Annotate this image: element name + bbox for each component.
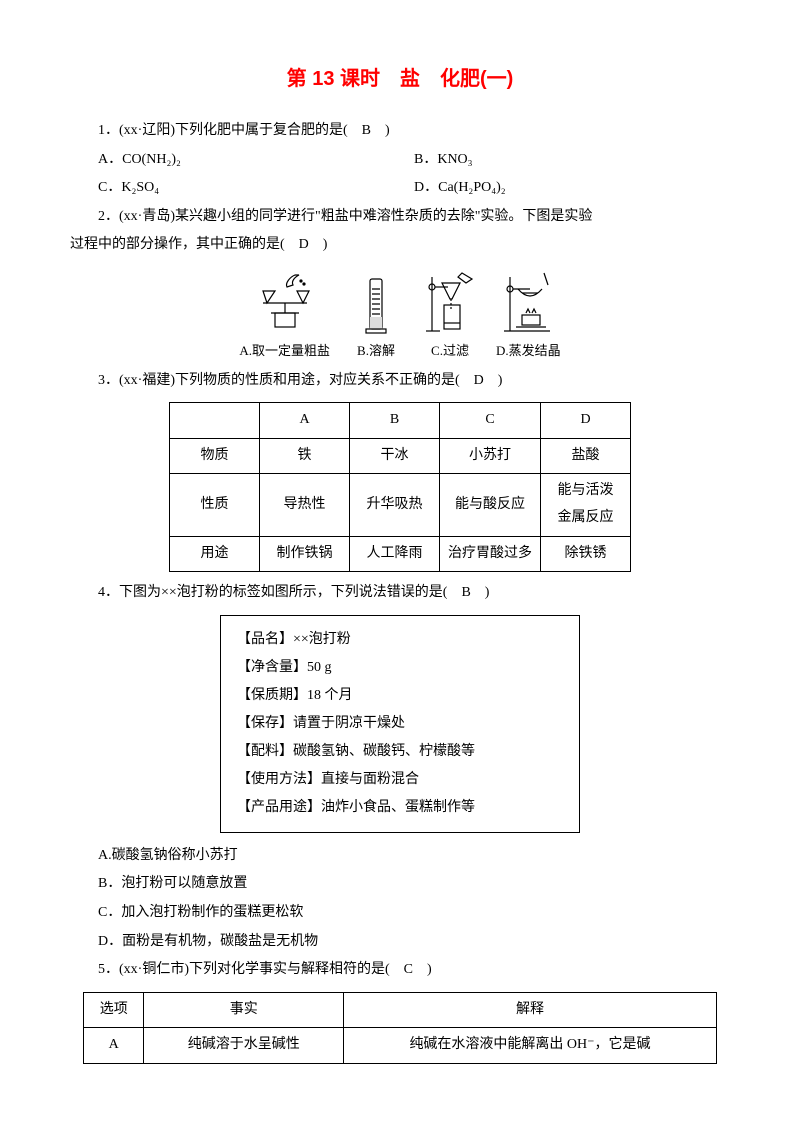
q5-stem: 5．(xx·铜仁市)下列对化学事实与解释相符的是( C ) [70,957,730,984]
q3-cell: 小苏打 [440,438,541,474]
label-line: 【使用方法】直接与面粉混合 [237,766,563,794]
q4-choice-a: A.碳酸氢钠俗称小苏打 [70,843,730,870]
q1-choices-row2: C．K₂SO₄ D．Ca(H₂PO₄)₂ [98,175,730,202]
fig-a-label: A.取一定量粗盐 [239,339,330,364]
q3-cell: 干冰 [350,438,440,474]
q3-cell: 治疗胃酸过多 [440,536,541,572]
weigh-salt-icon [257,269,313,339]
q1-stem: 1．(xx·辽阳)下列化肥中属于复合肥的是( B ) [70,118,730,145]
table-row: 选项 事实 解释 [84,992,717,1028]
q5-header-fact: 事实 [144,992,344,1028]
q2-stem-line1: 2．(xx·青岛)某兴趣小组的同学进行"粗盐中难溶性杂质的去除"实验。下图是实验 [70,204,730,231]
fig-item-c: C.过滤 [422,269,478,364]
q3-cell: 能与活泼 金属反应 [541,474,631,536]
q1-choice-c: C．K₂SO₄ [98,175,414,202]
q3-cell: 导热性 [260,474,350,536]
q3-cell: 能与酸反应 [440,474,541,536]
q5-cell-opt: A [84,1028,144,1064]
label-line: 【品名】××泡打粉 [237,626,563,654]
q3-header-b: B [350,403,440,439]
q3-header-d: D [541,403,631,439]
fig-item-d: D.蒸发结晶 [496,269,561,364]
fig-d-label: D.蒸发结晶 [496,339,561,364]
q2-stem-line2: 过程中的部分操作，其中正确的是( D ) [70,232,730,259]
fig-item-b: B.溶解 [348,269,404,364]
filter-icon [422,269,478,339]
q2-figure: A.取一定量粗盐 B.溶解 [70,269,730,364]
q3-rowlabel-substance: 物质 [170,438,260,474]
q3-cell: 铁 [260,438,350,474]
table-row: 性质 导热性 升华吸热 能与酸反应 能与活泼 金属反应 [170,474,631,536]
q4-choice-d: D．面粉是有机物，碳酸盐是无机物 [70,929,730,956]
q3-header-c: C [440,403,541,439]
table-row: A 纯碱溶于水呈碱性 纯碱在水溶液中能解离出 OH⁻，它是碱 [84,1028,717,1064]
q1-choices-row1: A．CO(NH₂)₂ B．KNO₃ [98,147,730,174]
q3-rowlabel-use: 用途 [170,536,260,572]
label-line: 【保存】请置于阴凉干燥处 [237,710,563,738]
q5-table: 选项 事实 解释 A 纯碱溶于水呈碱性 纯碱在水溶液中能解离出 OH⁻，它是碱 [83,992,717,1064]
q1-choice-b: B．KNO₃ [414,147,730,174]
q3-cell: 制作铁锅 [260,536,350,572]
q3-stem: 3．(xx·福建)下列物质的性质和用途，对应关系不正确的是( D ) [70,368,730,395]
table-row: 物质 铁 干冰 小苏打 盐酸 [170,438,631,474]
q5-header-option: 选项 [84,992,144,1028]
q4-stem: 4．下图为××泡打粉的标签如图所示，下列说法错误的是( B ) [70,580,730,607]
q3-cell: 人工降雨 [350,536,440,572]
q3-cell: 除铁锈 [541,536,631,572]
q4-choice-b: B．泡打粉可以随意放置 [70,871,730,898]
q4-choice-c: C．加入泡打粉制作的蛋糕更松软 [70,900,730,927]
fig-c-label: C.过滤 [431,339,469,364]
q5-header-explanation: 解释 [344,992,717,1028]
q1-choice-a: A．CO(NH₂)₂ [98,147,414,174]
q4-label-box: 【品名】××泡打粉 【净含量】50 g 【保质期】18 个月 【保存】请置于阴凉… [220,615,580,833]
table-row: A B C D [170,403,631,439]
q3-cell: 升华吸热 [350,474,440,536]
q3-table: A B C D 物质 铁 干冰 小苏打 盐酸 性质 导热性 升华吸热 能与酸反应… [169,402,631,572]
label-line: 【产品用途】油炸小食品、蛋糕制作等 [237,794,563,822]
fig-b-label: B.溶解 [357,339,395,364]
q1-choice-d: D．Ca(H₂PO₄)₂ [414,175,730,202]
q3-rowlabel-property: 性质 [170,474,260,536]
dissolve-icon [348,269,404,339]
fig-item-a: A.取一定量粗盐 [239,269,330,364]
evaporate-icon [500,269,556,339]
q3-header-a: A [260,403,350,439]
page-title: 第 13 课时 盐 化肥(一) [70,60,730,98]
label-line: 【保质期】18 个月 [237,682,563,710]
q5-cell-fact: 纯碱溶于水呈碱性 [144,1028,344,1064]
table-row: 用途 制作铁锅 人工降雨 治疗胃酸过多 除铁锈 [170,536,631,572]
label-line: 【净含量】50 g [237,654,563,682]
q5-cell-exp: 纯碱在水溶液中能解离出 OH⁻，它是碱 [344,1028,717,1064]
q3-cell: 盐酸 [541,438,631,474]
label-line: 【配料】碳酸氢钠、碳酸钙、柠檬酸等 [237,738,563,766]
